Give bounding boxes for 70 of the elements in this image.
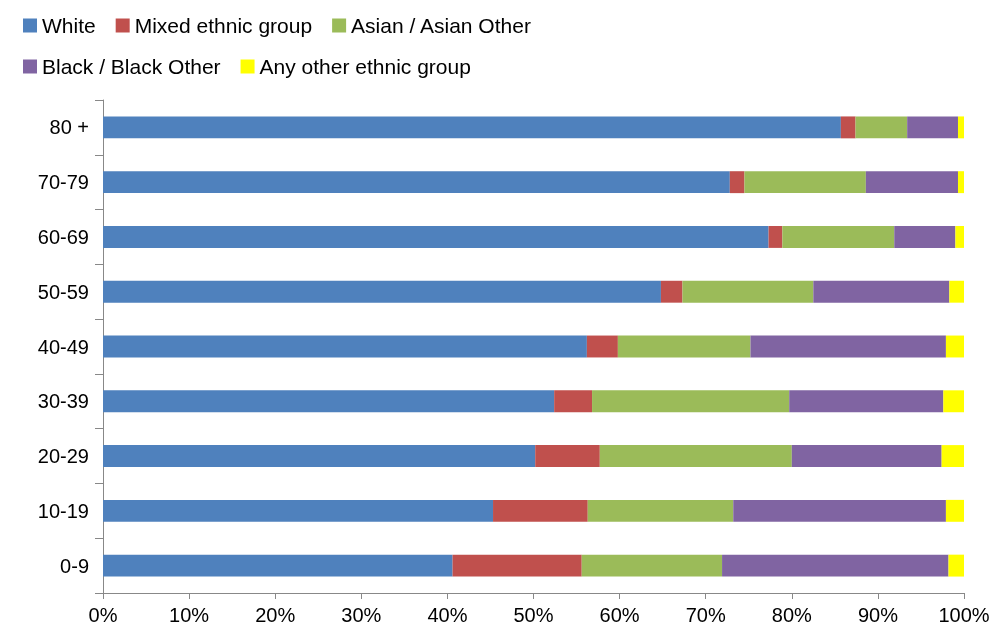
bar [722,554,949,577]
bar [791,445,942,468]
bar [750,335,946,358]
bar [813,280,950,303]
bar [452,554,582,577]
bar [941,445,964,468]
bar [789,390,944,413]
y-tick-label: 80 + [49,116,89,139]
bar [103,171,730,194]
legend-label: Black / Black Other [42,55,221,78]
bar [554,390,593,413]
x-tick-label: 30% [341,604,382,626]
bar [729,171,745,194]
y-tick-label: 50-59 [37,280,89,303]
bar [943,390,964,413]
x-tick-label: 50% [513,604,554,626]
bar [949,280,964,303]
y-tick-label: 40-49 [37,335,89,358]
bar [586,335,618,358]
bar [744,171,866,194]
y-tick-label: 0-9 [60,554,89,577]
bar [894,225,956,248]
y-tick-label: 10-19 [37,499,89,522]
bar [493,499,588,522]
bar [768,225,783,248]
bar [103,499,494,522]
bar [660,280,683,303]
bar [855,116,908,139]
bar [103,280,661,303]
legend-label: White [42,14,96,37]
bar [103,445,536,468]
bar [733,499,946,522]
bar [682,280,814,303]
bar [945,335,964,358]
x-tick-label: 40% [427,604,468,626]
bar [103,335,587,358]
x-tick-label: 90% [857,604,899,626]
bar [865,171,958,194]
bar [955,225,964,248]
legend-label: Mixed ethnic group [134,14,313,37]
bar [840,116,856,139]
bar [581,554,723,577]
x-tick-label: 70% [685,604,726,626]
x-tick-label: 100% [938,604,990,626]
x-tick-label: 80% [771,604,813,626]
bar [103,554,453,577]
y-tick-label: 30-39 [37,390,89,413]
bar [782,225,895,248]
bar [103,116,841,139]
x-tick-label: 20% [255,604,296,626]
bar [948,554,964,577]
bar [957,171,964,194]
bar [907,116,958,139]
bar [957,116,964,139]
bar [945,499,964,522]
x-tick-label: 0% [88,604,118,626]
bar [103,225,769,248]
bar [587,499,734,522]
bar [599,445,792,468]
legend-label: Any other ethnic group [259,55,471,78]
x-tick-label: 10% [169,604,210,626]
y-tick-label: 20-29 [37,445,89,468]
y-tick-label: 70-79 [37,171,89,194]
bar [535,445,600,468]
legend-label: Asian / Asian Other [351,14,531,37]
bar [617,335,751,358]
y-tick-label: 60-69 [37,225,89,248]
x-tick-label: 60% [599,604,640,626]
bar [592,390,790,413]
bar [103,390,555,413]
